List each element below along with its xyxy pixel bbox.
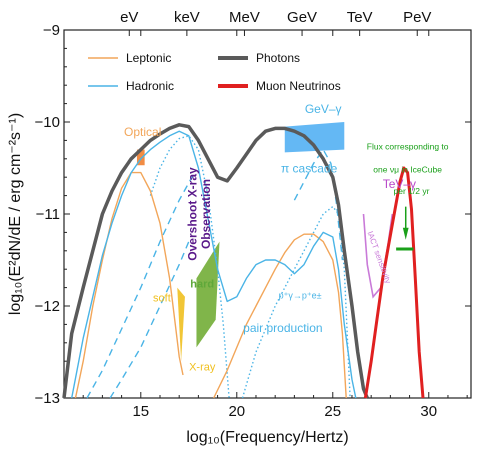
legend-label-photons: Photons (256, 51, 300, 65)
annotation-overshoot-x-ray: Overshoot X-ray (185, 167, 199, 261)
annotation-one-in-icecube: one νμ in IceCube (373, 165, 442, 175)
y-tick-label: −9 (43, 22, 60, 39)
annotation-observation: Observation (199, 179, 213, 249)
x-tick-label: 30 (420, 403, 437, 420)
x-tick-label: 20 (228, 403, 245, 420)
hard-xray-wedge (196, 241, 220, 348)
annotation-tev: TeV–γ (383, 177, 416, 191)
x-tick-label: 15 (132, 403, 149, 420)
annotation-p-p-e: p⁺γ→p⁺e± (279, 291, 322, 301)
series-leptonic-inverse-compton (213, 233, 347, 399)
series-leptonic-synchrotron (74, 171, 184, 399)
y-tick-label: −13 (35, 390, 60, 407)
annotation-optical: Optical (124, 125, 161, 139)
series-hadronic-dashed-x-ray (109, 241, 190, 399)
top-axis-label-tev: TeV (347, 9, 373, 26)
y-tick-label: −12 (35, 298, 60, 315)
series-pi-cascade-dotted (149, 134, 230, 399)
annotation-cascade: π cascade (281, 162, 338, 176)
legend-label-muon-neutrinos: Muon Neutrinos (256, 79, 341, 93)
annotation-flux-corresponding-to: Flux corresponding to (367, 142, 449, 152)
y-axis-title: log₁₀(E²dN/dE / erg cm⁻²s⁻¹) (7, 113, 24, 315)
y-tick-label: −10 (35, 114, 60, 131)
legend-label-hadronic: Hadronic (126, 79, 174, 93)
top-axis-label-kev: keV (174, 9, 200, 26)
series-hadronic-dashed-low (86, 172, 196, 399)
optical-data-box (136, 149, 145, 166)
series-muon-neutrinos (363, 166, 425, 399)
x-axis-title: log₁₀(Frequency/Hertz) (186, 429, 348, 446)
series-photons (62, 123, 369, 399)
annotation-pair-production: pair production (243, 321, 322, 335)
legend-label-leptonic: Leptonic (126, 51, 171, 65)
gev-gamma-bowtie (284, 122, 345, 153)
y-tick-label: −11 (36, 206, 60, 223)
top-axis-label-mev: MeV (229, 9, 260, 26)
annotation-hard: hard (190, 279, 214, 291)
annotation-per-1-2-yr: per 1/2 yr (394, 186, 430, 196)
top-axis-label-pev: PeV (403, 9, 431, 26)
annotation-x-ray: X-ray (189, 361, 216, 373)
top-axis-label-ev: eV (120, 9, 138, 26)
marks-layer: 15 20 25 30 −9 −10 −11 −12 −13 eV keV MeV GeV TeV PeV l… (7, 9, 472, 446)
annotation-gev: GeV–γ (305, 102, 342, 116)
top-axis-label-gev: GeV (287, 9, 317, 26)
annotation-soft: soft (153, 292, 171, 304)
soft-xray-wedge (177, 287, 185, 362)
series-hadronic-synchrotron (71, 130, 357, 399)
icecube-arrow-head (402, 227, 409, 240)
series-pair-production-dotted (241, 205, 351, 399)
x-tick-label: 25 (324, 403, 341, 420)
